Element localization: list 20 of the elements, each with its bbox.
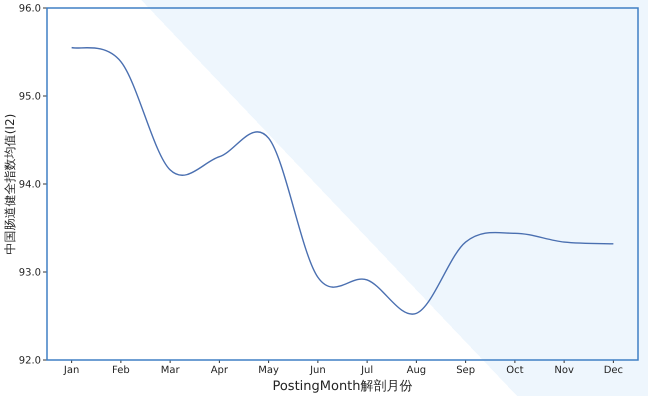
y-tick-label: 95.0 [18, 92, 41, 102]
x-tick-label: Jun [309, 365, 326, 376]
x-tick-label: Mar [160, 365, 180, 376]
y-tick-label: 92.0 [18, 356, 41, 366]
x-tick-label: Nov [554, 365, 574, 376]
x-axis-title: PostingMonth解剖月份 [272, 379, 413, 394]
x-tick-label: May [258, 365, 280, 376]
x-tick-label: Apr [210, 365, 229, 376]
y-tick-label: 96.0 [18, 4, 41, 14]
line-series [70, 46, 614, 315]
y-tick-label: 93.0 [18, 268, 41, 278]
x-tick-label: Feb [112, 365, 130, 376]
x-tick-label: Dec [604, 365, 624, 376]
x-tick-label: Sep [456, 365, 476, 376]
x-tick-label: Jan [62, 365, 80, 376]
y-tick-label: 94.0 [18, 180, 41, 190]
x-tick-label: Aug [406, 365, 426, 376]
x-tick-label: Oct [506, 365, 524, 376]
x-tick-label: Jul [360, 365, 374, 376]
y-axis-title: 中国肠道健全指数均值(I2) [3, 114, 17, 254]
